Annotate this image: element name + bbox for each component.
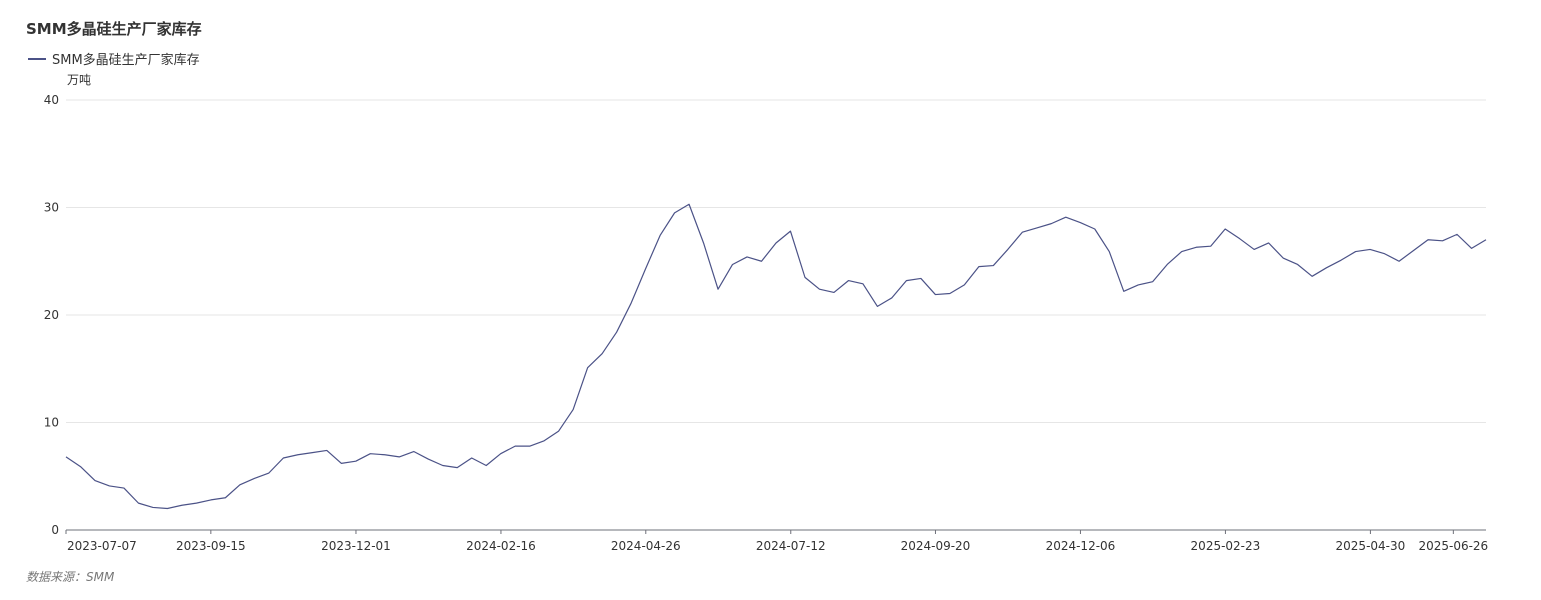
x-tick-label: 2024-12-06 <box>1046 539 1116 553</box>
data-source: 数据来源：SMM <box>26 570 115 584</box>
x-tick-label: 2025-04-30 <box>1336 539 1406 553</box>
y-tick-label: 0 <box>51 523 59 537</box>
y-tick-label: 40 <box>44 93 59 107</box>
grid-lines <box>66 99 1486 423</box>
y-axis: 0 10 20 30 40 <box>44 93 59 537</box>
x-tick-label: 2023-12-01 <box>321 539 391 553</box>
series-layer <box>65 203 1487 510</box>
y-tick-label: 30 <box>44 201 59 215</box>
legend-label: SMM多晶硅生产厂家库存 <box>52 53 200 68</box>
series-line[interactable] <box>65 203 1487 510</box>
x-tick-label: 2024-07-12 <box>756 539 826 553</box>
x-tick-label: 2023-07-07 <box>67 539 137 553</box>
y-axis-unit: 万吨 <box>67 73 92 87</box>
y-tick-label: 20 <box>44 308 59 322</box>
x-axis: 2023-07-07 2023-09-15 2023-12-01 2024-02-16… <box>65 529 1488 553</box>
chart-title: SMM多晶硅生产厂家库存 <box>26 20 202 38</box>
legend-swatch <box>28 57 46 60</box>
x-tick-label: 2024-04-26 <box>611 539 681 553</box>
x-tick-label: 2025-06-26 <box>1418 539 1488 553</box>
legend[interactable]: SMM多晶硅生产厂家库存 <box>28 49 200 68</box>
x-tick-label: 2024-09-20 <box>901 539 971 553</box>
y-tick-label: 10 <box>44 416 59 430</box>
x-tick-label: 2025-02-23 <box>1191 539 1261 553</box>
x-tick-label: 2024-02-16 <box>466 539 536 553</box>
x-tick-label: 2023-09-15 <box>176 539 246 553</box>
